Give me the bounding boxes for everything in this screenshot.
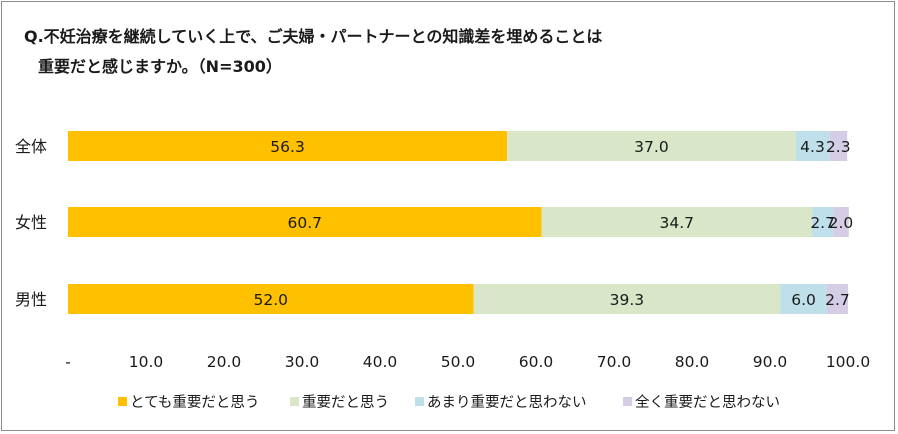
x-tick-label: 30.0 <box>285 353 320 371</box>
data-label: 34.7 <box>660 214 695 232</box>
legend-swatch <box>623 397 632 406</box>
category-label: 女性 <box>15 213 47 232</box>
bar-segment <box>780 284 827 314</box>
legend: とても重要だと思う 重要だと思う あまり重要だと思わない 全く重要だと思わない <box>118 393 780 411</box>
x-tick-label: 90.0 <box>753 353 788 371</box>
bar-segment <box>833 207 849 237</box>
bar-segment <box>829 131 848 161</box>
data-label: 6.0 <box>791 291 816 309</box>
chart-title-line2: 重要だと感じますか。（N=300） <box>38 57 282 76</box>
legend-swatch <box>118 397 127 406</box>
x-tick-label: 100.0 <box>826 353 870 371</box>
legend-label: あまり重要だと思わない <box>427 394 587 411</box>
data-label: 4.3 <box>800 138 825 156</box>
category-label: 全体 <box>15 137 47 156</box>
chart-title-line1: Q.不妊治療を継続していく上で、ご夫婦・パートナーとの知識差を埋めることは <box>24 27 603 46</box>
legend-swatch <box>415 397 424 406</box>
x-tick-label: 40.0 <box>363 353 398 371</box>
data-label: 2.7 <box>825 291 850 309</box>
bar-segment <box>541 207 813 237</box>
data-label: 37.0 <box>634 138 669 156</box>
data-label: 2.0 <box>829 214 854 232</box>
legend-label: 全く重要だと思わない <box>635 393 780 411</box>
data-label: 52.0 <box>254 291 289 309</box>
data-label: 39.3 <box>610 291 645 309</box>
legend-swatch <box>290 397 299 406</box>
bar-segment <box>795 131 830 161</box>
bar-segment <box>826 284 848 314</box>
x-tick-label: 10.0 <box>129 353 164 371</box>
bar-segment <box>68 284 474 314</box>
x-tick-label: 20.0 <box>207 353 242 371</box>
bar-segment <box>473 284 781 314</box>
data-label: 56.3 <box>270 138 305 156</box>
bar-segment <box>507 131 796 161</box>
bar-segment <box>812 207 834 237</box>
x-tick-label: 50.0 <box>441 353 476 371</box>
bars-group: 56.3 37.0 4.3 2.360.7 34.7 2.72.052.0 39.3 6.0 2… <box>68 131 853 314</box>
x-tick-label: 60.0 <box>519 353 554 371</box>
bar-segment <box>68 131 508 161</box>
data-label: 2.7 <box>810 214 835 232</box>
bar-segment <box>68 207 542 237</box>
data-label: 60.7 <box>287 214 322 232</box>
chart-title: Q.不妊治療を継続していく上で、ご夫婦・パートナーとの知識差を埋めることは 重要… <box>24 22 602 82</box>
x-tick-label: 70.0 <box>597 353 632 371</box>
category-label: 男性 <box>15 290 47 309</box>
data-label: 2.3 <box>826 138 851 156</box>
x-tick-label: - <box>65 353 71 371</box>
legend-label: とても重要だと思う <box>130 394 259 411</box>
legend-label: 重要だと思う <box>302 394 389 411</box>
x-axis-ticks: - 10.0 20.0 30.0 40.0 50.0 60.0 70.0 80.0 90.0 100… <box>65 353 870 371</box>
x-tick-label: 80.0 <box>675 353 710 371</box>
